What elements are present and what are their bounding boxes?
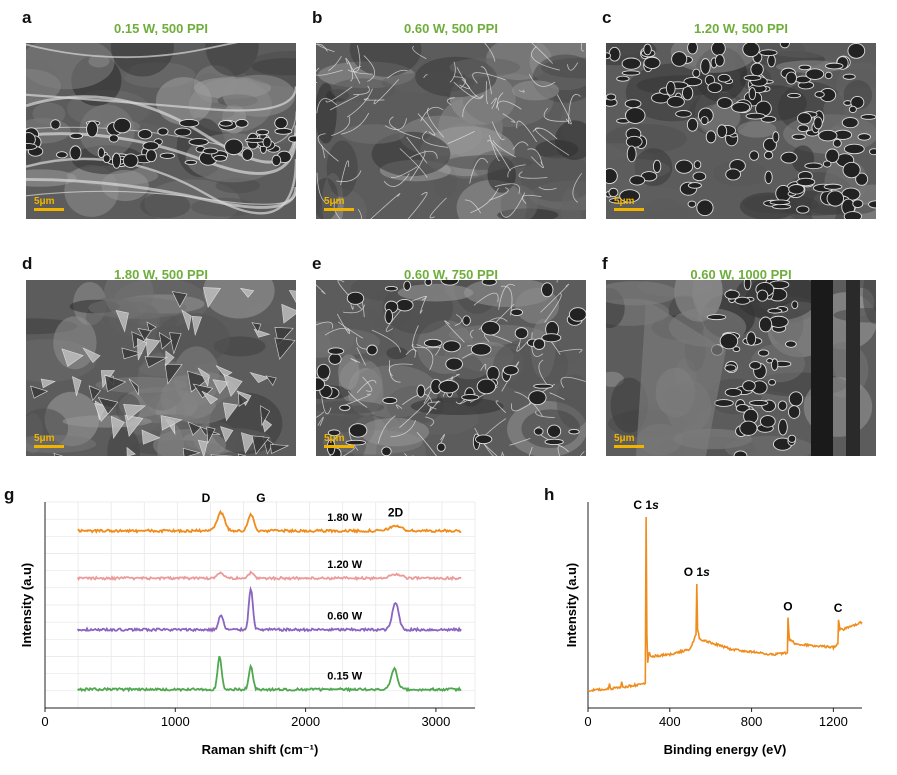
series-label: 0.15 W (327, 670, 362, 682)
peak-annotation: O 1s (684, 565, 710, 579)
scale-bar-line (614, 208, 644, 211)
peak-label: 2D (388, 505, 404, 519)
raman-series-line (76, 570, 462, 582)
y-axis-label: Intensity (a.u) (564, 563, 579, 648)
x-tick-label: 400 (659, 714, 681, 729)
xps-spectrum-line (587, 516, 863, 693)
scale-bar-line (34, 208, 64, 211)
x-tick-label: 3000 (421, 714, 450, 729)
panel-title-d: 1.80 W, 500 PPI (114, 267, 208, 282)
sem-image-a: 5μm (26, 43, 296, 219)
panel-title-c: 1.20 W, 500 PPI (694, 21, 788, 36)
scale-bar: 5μm (614, 434, 644, 448)
series-label: 1.20 W (327, 559, 362, 571)
y-axis-label: Intensity (a.u) (19, 563, 34, 648)
panel-letter-h: h (544, 485, 555, 504)
panel-letter-g: g (4, 485, 15, 504)
panel-letter-a: a (22, 8, 32, 27)
scale-bar-label: 5μm (34, 433, 55, 444)
raman-series-line (76, 585, 462, 633)
scale-bar: 5μm (34, 197, 64, 211)
peak-label: D (202, 491, 211, 505)
raman-chart: 0 1000 2000 3000 Raman shift (cm⁻¹) Intensity… (19, 491, 476, 757)
x-tick-label: 0 (584, 714, 591, 729)
sem-image-b: 5μm (316, 43, 586, 219)
series-label: 0.60 W (327, 611, 362, 623)
panel-title-b: 0.60 W, 500 PPI (404, 21, 498, 36)
panel-title-f: 0.60 W, 1000 PPI (690, 267, 792, 282)
x-axis-label: Raman shift (cm⁻¹) (202, 742, 319, 757)
series-label: 1.80 W (327, 512, 362, 524)
scale-bar-label: 5μm (34, 196, 55, 207)
scale-bar: 5μm (324, 434, 354, 448)
x-axis-label: Binding energy (eV) (664, 742, 787, 757)
panel-letter-b: b (312, 8, 323, 27)
peak-annotation: O (783, 599, 792, 613)
peak-label: G (256, 491, 265, 505)
sem-image-f: 5μm (606, 280, 876, 456)
scale-bar-label: 5μm (324, 433, 345, 444)
scale-bar-line (614, 445, 644, 448)
x-tick-label: 0 (41, 714, 48, 729)
scale-bar: 5μm (34, 434, 64, 448)
raman-series-line (77, 509, 462, 534)
raman-series-line (76, 655, 462, 693)
scale-bar-label: 5μm (614, 196, 635, 207)
sem-image-d: 5μm (26, 280, 296, 456)
peak-annotation: C 1s (633, 498, 659, 512)
scale-bar: 5μm (324, 197, 354, 211)
scale-bar-line (324, 208, 354, 211)
panel-letter-f: f (602, 254, 608, 273)
sem-image-e: 5μm (316, 280, 586, 456)
scale-bar-line (34, 445, 64, 448)
peak-annotation: C (834, 601, 843, 615)
panel-letter-e: e (312, 254, 322, 273)
scale-bar-label: 5μm (324, 196, 345, 207)
scale-bar-line (324, 445, 354, 448)
panel-title-a: 0.15 W, 500 PPI (114, 21, 208, 36)
x-tick-label: 1000 (161, 714, 190, 729)
x-tick-label: 1200 (819, 714, 848, 729)
x-tick-label: 2000 (291, 714, 320, 729)
panel-letter-d: d (22, 254, 33, 273)
x-tick-label: 800 (741, 714, 763, 729)
scale-bar: 5μm (614, 197, 644, 211)
panel-title-e: 0.60 W, 750 PPI (404, 267, 498, 282)
xps-chart: 0 400 800 1200 Binding energy (eV) Intensity … (564, 498, 863, 757)
panel-letter-c: c (602, 8, 612, 27)
scale-bar-label: 5μm (614, 433, 635, 444)
sem-image-c: 5μm (606, 43, 876, 219)
